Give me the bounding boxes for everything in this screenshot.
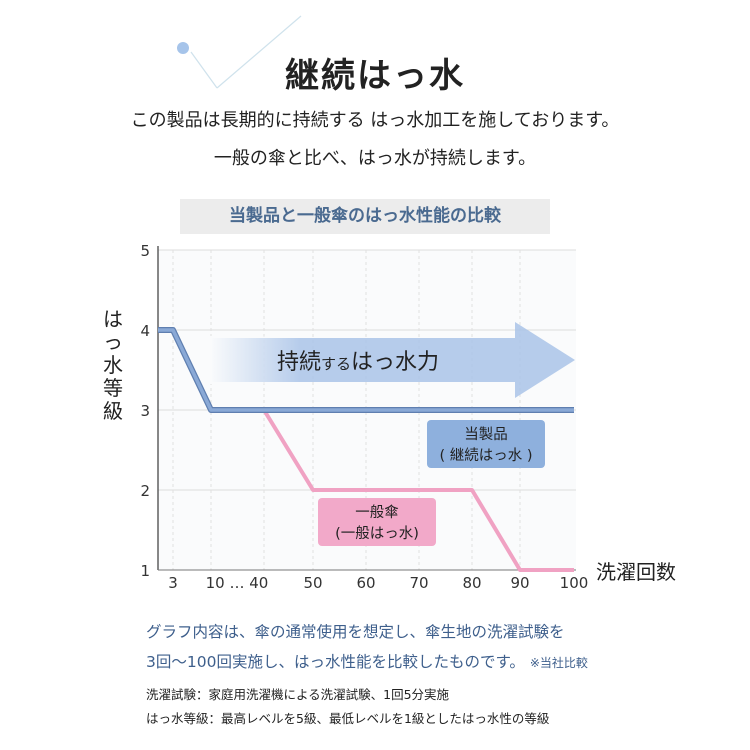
series-label-text: (一般はっ水): [335, 525, 419, 542]
x-axis-label: 洗濯回数: [596, 556, 676, 585]
y-tick-label: 4: [140, 322, 150, 340]
x-tick-label: 90: [510, 574, 529, 592]
series-label-text: 一般傘: [355, 504, 399, 521]
series-label-text: 当製品: [464, 426, 508, 443]
x-tick-label: 100: [560, 574, 589, 592]
y-tick-label: 5: [140, 242, 150, 260]
note-source-label: ※当社比較: [530, 656, 588, 670]
x-tick-label: 50: [303, 574, 322, 592]
x-tick-label: 60: [356, 574, 375, 592]
note-line-3: 洗濯試験：家庭用洗濯機による洗濯試験、1回5分実施: [146, 684, 449, 703]
x-tick-label: 3: [168, 574, 178, 592]
arrow-label: 持続するはっ水力: [277, 350, 439, 375]
y-tick-label: 3: [140, 402, 150, 420]
x-tick-label: 10 … 40: [206, 574, 269, 592]
note-line-2: 3回〜100回実施し、はっ水性能を比較したものです。 ※当社比較: [146, 650, 588, 672]
note-line-1: グラフ内容は、傘の通常使用を想定し、傘生地の洗濯試験を: [146, 620, 565, 642]
y-tick-label: 1: [140, 562, 150, 580]
note-line-2-text: 3回〜100回実施し、はっ水性能を比較したものです。: [146, 653, 525, 671]
y-tick-label: 2: [140, 482, 150, 500]
note-line-4: はっ水等級：最高レベルを5級、最低レベルを1級としたはっ水性の等級: [146, 708, 549, 727]
series-label-text: ( 継続はっ水 ): [439, 447, 532, 464]
x-tick-label: 80: [462, 574, 481, 592]
x-tick-label: 70: [409, 574, 428, 592]
